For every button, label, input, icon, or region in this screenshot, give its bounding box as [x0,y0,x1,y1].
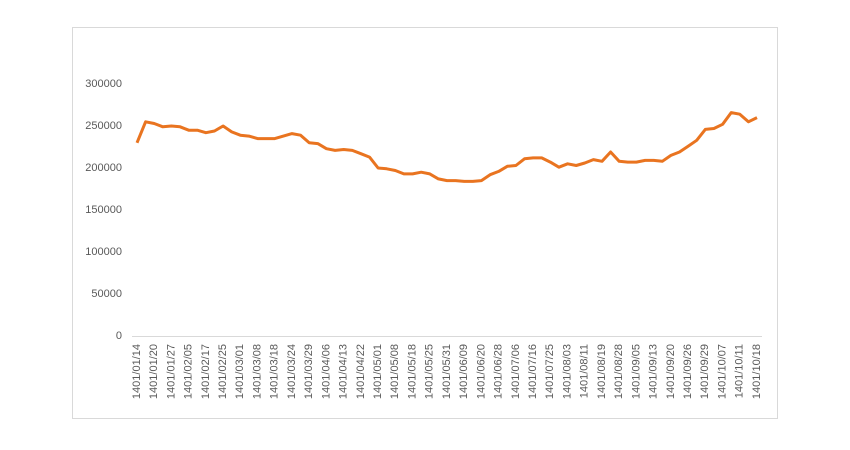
x-tick-label: 1401/04/22 [355,344,367,399]
x-tick-label: 1401/03/01 [234,344,246,399]
x-tick-label: 1401/03/29 [303,344,315,399]
x-tick-label: 1401/09/13 [648,344,660,399]
x-tick-label: 1401/05/01 [372,344,384,399]
y-tick-label: 150000 [85,204,122,216]
x-tick-label: 1401/06/28 [493,344,505,399]
price-line [135,111,758,183]
x-tick-label: 1401/09/20 [665,344,677,399]
x-tick-label: 1401/02/25 [217,344,229,399]
x-tick-label: 1401/06/20 [475,344,487,399]
x-tick-label: 1401/03/18 [269,344,281,399]
x-tick-label: 1401/01/14 [131,344,143,399]
x-tick-label: 1401/10/07 [716,344,728,399]
x-tick-label: 1401/04/13 [338,344,350,399]
x-tick-label: 1401/07/16 [527,344,539,399]
x-tick-label: 1401/02/05 [183,344,195,399]
chart-frame [72,27,778,419]
x-tick-label: 1401/08/11 [579,344,591,398]
x-tick-label: 1401/03/08 [251,344,263,399]
x-tick-label: 1401/02/17 [200,344,212,399]
y-tick-label: 50000 [91,288,122,300]
x-tick-label: 1401/09/29 [699,344,711,399]
x-tick-label: 1401/06/09 [458,344,470,399]
x-tick-label: 1401/03/24 [286,344,298,399]
x-tick-label: 1401/07/25 [544,344,556,399]
x-tick-label: 1401/10/18 [751,344,763,399]
y-tick-label: 250000 [85,120,122,132]
x-tick-label: 1401/08/28 [613,344,625,399]
x-tick-label: 1401/07/06 [510,344,522,399]
x-tick-label: 1401/04/06 [320,344,332,399]
y-tick-label: 200000 [85,162,122,174]
x-tick-label: 1401/05/25 [424,344,436,399]
x-tick-label: 1401/05/31 [441,344,453,399]
x-tick-label: 1401/09/26 [682,344,694,399]
x-tick-label: 1401/01/27 [165,344,177,399]
y-tick-label: 100000 [85,246,122,258]
x-tick-label: 1401/08/03 [561,344,573,399]
y-tick-label: 300000 [85,78,122,90]
x-tick-label: 1401/05/08 [389,344,401,399]
x-tick-label: 1401/05/18 [406,344,418,399]
x-tick-label: 1401/01/20 [148,344,160,399]
x-tick-label: 1401/09/05 [630,344,642,399]
x-tick-label: 1401/08/19 [596,344,608,399]
y-tick-label: 0 [116,330,122,342]
x-tick-label: 1401/10/11 [734,344,746,398]
